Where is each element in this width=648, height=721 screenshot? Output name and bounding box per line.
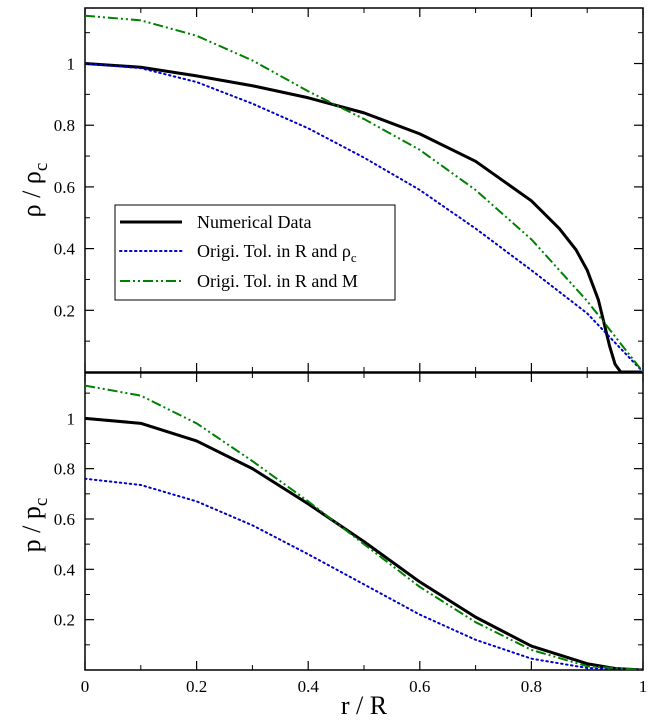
- density-y-tick-label: 0.2: [54, 301, 75, 320]
- pressure-plot-frame: [84, 372, 644, 671]
- density-y-tick-label: 0.4: [54, 240, 76, 259]
- legend-label-numerical: Numerical Data: [197, 212, 311, 232]
- pressure-orig-tol-mass-line: [85, 384, 643, 670]
- density-orig-tol-mass-line: [85, 14, 643, 372]
- density-y-axis-label-sub: c: [31, 163, 52, 171]
- x-tick-label: 0.4: [298, 677, 320, 696]
- pressure-numerical-data-line: [85, 416, 643, 670]
- density-y-tick-label: 0.6: [54, 178, 75, 197]
- density-series-group: [85, 14, 643, 372]
- legend-label-orig-rho-main: Origi. Tol. in R and ρ: [197, 241, 351, 261]
- pressure-y-tick-label: 0.8: [54, 460, 75, 479]
- pressure-y-tick-label: 0.6: [54, 510, 75, 529]
- x-tick-label: 0.2: [186, 677, 207, 696]
- density-numerical-data-line: [85, 62, 643, 372]
- density-panel: 0.20.40.60.81 ρ / ρc Numerical Data Orig…: [17, 7, 644, 373]
- pressure-orig-tol-rho-line: [85, 477, 643, 670]
- x-axis: 0 0.2 0.4 0.6 0.8 1: [81, 373, 648, 696]
- density-orig-tol-rho-line: [85, 62, 643, 372]
- pressure-series-group: [85, 384, 643, 670]
- pressure-y-tick-label: 0.2: [54, 611, 75, 630]
- x-tick-label: 1: [639, 677, 648, 696]
- density-y-tick-label: 0.8: [54, 116, 75, 135]
- density-y-axis-label: ρ / ρc: [17, 163, 52, 218]
- x-axis-label: r / R: [341, 691, 388, 720]
- legend-label-orig-mass: Origi. Tol. in R and M: [197, 271, 358, 291]
- pressure-y-tick-label: 1: [67, 409, 76, 428]
- pressure-y-axis-label-sub: c: [31, 498, 52, 506]
- density-y-axis: 0.2 0.4 0.6 0.8 1: [54, 8, 644, 372]
- density-plot-frame: [84, 7, 644, 373]
- pressure-y-axis-label-main: p / p: [17, 506, 46, 552]
- x-tick-label: 0.8: [521, 677, 542, 696]
- legend-label-orig-rho-sub: c: [351, 250, 357, 265]
- pressure-y-tick-label: 0.4: [54, 560, 76, 579]
- legend-label-orig-rho: Origi. Tol. in R and ρc: [197, 241, 357, 265]
- density-y-tick-label: 1: [67, 55, 76, 74]
- x-tick-label: 0.6: [409, 677, 430, 696]
- legend: Numerical Data Origi. Tol. in R and ρc O…: [114, 204, 396, 301]
- density-y-axis-label-main: ρ / ρ: [17, 171, 46, 217]
- pressure-y-axis: 0.2 0.4 0.6 0.8 1: [54, 392, 643, 646]
- pressure-y-axis-label: p / pc: [17, 498, 52, 553]
- x-tick-label: 0: [81, 677, 90, 696]
- pressure-panel: 0.2 0.4 0.6 0.8 1 0 0.2 0.4 0.6 0.8 1 p / pc r / …: [17, 372, 648, 720]
